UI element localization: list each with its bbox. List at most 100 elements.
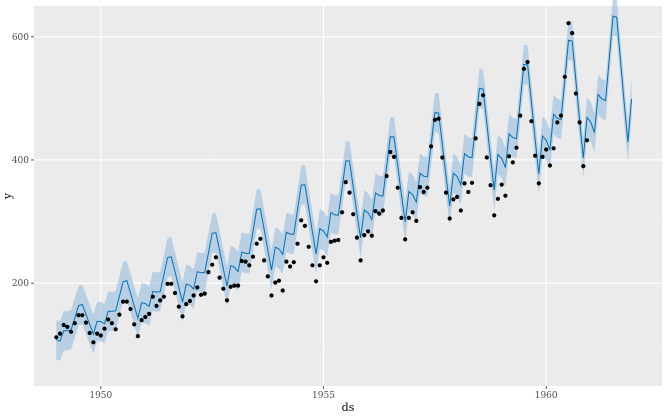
observed-point (291, 260, 296, 265)
observed-point (362, 233, 367, 238)
observed-point (198, 292, 204, 297)
observed-point (91, 340, 96, 345)
observed-point (384, 173, 389, 179)
observed-point (443, 190, 449, 195)
observed-point (121, 299, 126, 304)
observed-point (388, 149, 393, 155)
observed-point (161, 294, 166, 299)
observed-point (269, 293, 274, 298)
observed-point (458, 208, 463, 213)
observed-point (566, 21, 571, 26)
observed-point (69, 329, 74, 334)
observed-point (584, 138, 590, 143)
observed-point (232, 283, 237, 288)
observed-point (280, 288, 285, 293)
observed-point (169, 281, 174, 286)
observed-point (577, 120, 582, 125)
observed-point (414, 218, 419, 223)
observed-point (206, 270, 211, 275)
observed-point (321, 255, 326, 260)
observed-point (354, 235, 359, 240)
observed-point (466, 189, 471, 195)
minor-grid (34, 6, 662, 386)
observed-point (395, 185, 400, 190)
observed-point (328, 239, 333, 244)
observed-point (484, 155, 489, 160)
observed-point (158, 298, 163, 303)
observed-point (265, 274, 270, 279)
observed-point (180, 314, 185, 319)
y-axis-title: y (1, 192, 14, 200)
observed-point (432, 117, 437, 122)
observed-point (54, 335, 59, 340)
observed-point (514, 145, 519, 150)
observed-point (495, 196, 500, 201)
observed-point (72, 321, 77, 326)
observed-point (573, 91, 579, 96)
observed-point (95, 331, 100, 336)
observed-point (236, 283, 241, 288)
observed-point (258, 236, 263, 241)
observed-point (276, 278, 282, 283)
x-axis-ticks: 1950 1955 1960 (89, 386, 558, 401)
observed-point (536, 181, 541, 186)
observed-point (369, 233, 374, 238)
observed-point (499, 182, 504, 187)
observed-point (425, 185, 430, 190)
observed-point (421, 189, 426, 195)
observed-point (481, 93, 486, 98)
observed-point (165, 281, 170, 286)
observed-point (202, 291, 207, 296)
uncertainty-interval (56, 0, 632, 361)
observed-point (336, 237, 341, 243)
observed-point (551, 146, 556, 151)
observed-point (347, 190, 352, 195)
observed-point (473, 136, 478, 141)
observed-point (117, 312, 122, 317)
observed-point (295, 241, 300, 246)
observed-point (109, 321, 114, 326)
observed-point (555, 120, 560, 125)
observed-point (410, 210, 415, 215)
x-axis-title: ds (342, 401, 355, 414)
observed-point (399, 215, 404, 220)
observed-point (254, 241, 259, 246)
observed-point (61, 322, 66, 328)
observed-point (325, 260, 330, 265)
observed-point (273, 280, 278, 285)
observed-point (343, 180, 348, 185)
observed-point (570, 30, 575, 36)
observed-point (262, 258, 267, 263)
observed-point (250, 254, 256, 259)
observed-point (210, 262, 215, 267)
observed-point (106, 317, 111, 322)
observed-point (403, 237, 408, 242)
observed-point (314, 279, 319, 284)
observed-point (191, 293, 196, 298)
observed-point (521, 66, 527, 71)
observed-point (302, 223, 307, 228)
observed-point (195, 285, 200, 290)
observed-point (113, 327, 118, 332)
observed-point (224, 298, 230, 303)
observed-points (54, 21, 590, 345)
observed-point (299, 218, 304, 223)
observed-point (57, 331, 63, 336)
observed-point (525, 59, 530, 65)
observed-point (76, 313, 81, 318)
x-tick-label: 1950 (89, 391, 112, 401)
observed-point (391, 154, 397, 159)
observed-point (510, 160, 515, 165)
observed-point (80, 313, 85, 318)
observed-point (488, 183, 493, 188)
observed-point (340, 210, 345, 215)
observed-point (547, 163, 553, 168)
observed-point (581, 164, 586, 169)
observed-point (306, 244, 311, 249)
observed-point (83, 320, 89, 325)
observed-point (462, 181, 467, 186)
observed-point (447, 216, 452, 221)
observed-point (533, 153, 538, 158)
observed-point (477, 101, 482, 106)
